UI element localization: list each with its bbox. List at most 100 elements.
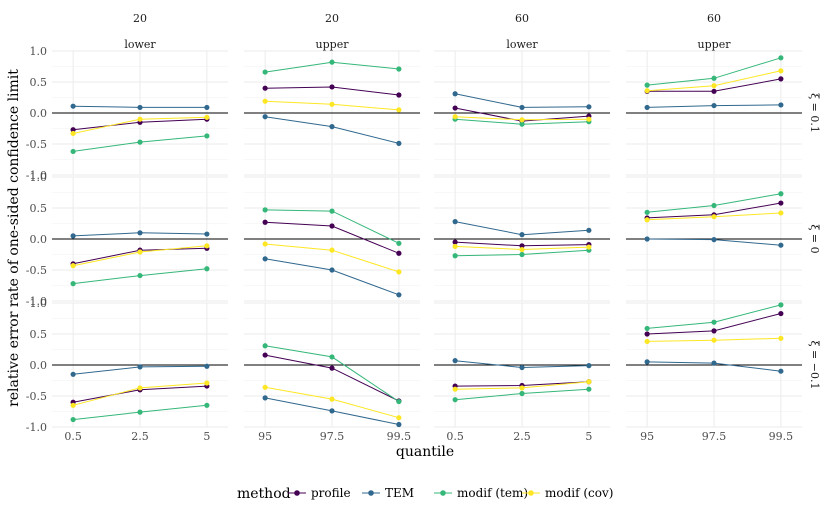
data-point (396, 415, 402, 421)
data-point (711, 75, 717, 81)
y-tick-label: 0.5 (30, 202, 48, 215)
data-point (262, 241, 268, 247)
y-tick-label: 0.0 (30, 233, 48, 246)
data-point (586, 244, 592, 250)
facet-strips: 20 lower 20 upper 60 lower 60 upper ξ = 0.1 ξ = 0… (124, 12, 821, 389)
data-point (452, 105, 458, 111)
col-strip-n: 60 (707, 12, 721, 25)
col-strip-side: lower (506, 38, 538, 51)
data-point (262, 207, 268, 213)
data-point (519, 385, 525, 391)
legend-entry-label: profile (311, 486, 351, 500)
y-axes: 1.00.50.0-0.5-1.01.00.50.0-0.5-1.01.00.5… (26, 45, 47, 434)
data-point (452, 91, 458, 97)
data-point (262, 256, 268, 262)
data-point (262, 85, 268, 91)
data-point (329, 354, 335, 360)
data-point (262, 98, 268, 104)
data-point (778, 200, 784, 206)
data-point (204, 231, 210, 237)
data-point (70, 130, 76, 137)
data-point (70, 127, 76, 133)
data-point (204, 243, 210, 249)
data-point (452, 253, 458, 259)
data-point (396, 92, 402, 98)
data-point (644, 338, 650, 345)
row-strip-label: ξ = −0.1 (808, 341, 821, 390)
y-tick-label: 1.0 (30, 171, 48, 184)
y-tick-label: 0.5 (30, 76, 48, 89)
data-point (778, 310, 784, 317)
col-strip-n: 20 (325, 12, 339, 25)
data-point (204, 133, 210, 139)
data-point (70, 371, 76, 377)
data-point (204, 104, 210, 111)
data-point (778, 210, 784, 216)
data-point (137, 230, 143, 236)
y-axis-title: relative error rate of one-sided confide… (6, 69, 22, 407)
row-strip-label: ξ = 0.1 (808, 93, 821, 133)
y-tick-label: -0.5 (26, 138, 47, 151)
data-point (778, 102, 784, 108)
data-point (137, 104, 143, 111)
data-point (519, 246, 525, 253)
panel-r2-c3 (434, 176, 610, 302)
data-point (262, 219, 268, 225)
data-point (262, 352, 268, 358)
data-point (204, 380, 210, 386)
col-strip-side: upper (698, 38, 732, 51)
x-tick-label: 5 (203, 430, 210, 443)
data-point (644, 217, 650, 223)
data-point (644, 209, 650, 215)
x-tick-label: 95 (640, 430, 654, 443)
data-point (396, 250, 402, 256)
data-point (711, 237, 717, 243)
data-point (778, 302, 784, 308)
data-point (70, 233, 76, 239)
data-point (519, 232, 525, 238)
data-point (70, 281, 76, 287)
data-point (452, 114, 458, 120)
data-point (778, 242, 784, 248)
panel-r1-c3 (434, 50, 610, 176)
data-point (204, 266, 210, 272)
data-point (644, 325, 650, 332)
y-tick-label: -0.5 (26, 390, 47, 403)
data-point (396, 421, 402, 428)
data-point (204, 363, 210, 369)
data-point (644, 236, 650, 242)
y-tick-label: 0.0 (30, 107, 48, 120)
data-point (137, 139, 143, 145)
panel-r1-c2 (244, 50, 420, 176)
y-tick-label: 1.0 (30, 297, 48, 310)
panel-r1-c4 (626, 50, 802, 176)
panel-r3-c2 (244, 302, 420, 428)
x-axis-title: quantile (396, 444, 454, 460)
data-point (711, 328, 717, 334)
data-point (329, 223, 335, 229)
legend-key-point (294, 490, 300, 496)
data-point (262, 343, 268, 349)
data-point (452, 386, 458, 392)
data-point (396, 398, 402, 405)
data-point (396, 240, 402, 246)
data-point (711, 319, 717, 325)
facet-panels (52, 50, 802, 428)
data-point (711, 202, 717, 209)
data-point (70, 263, 76, 269)
data-point (644, 331, 650, 337)
data-point (137, 249, 143, 255)
data-point (711, 102, 717, 109)
data-point (778, 55, 784, 61)
y-tick-label: -1.0 (26, 295, 47, 308)
data-point (452, 358, 458, 364)
data-point (204, 402, 210, 408)
x-tick-label: 99.5 (387, 430, 412, 443)
data-point (452, 219, 458, 225)
data-point (396, 269, 402, 275)
data-point (262, 69, 268, 75)
data-point (262, 114, 268, 120)
data-point (137, 364, 143, 370)
data-point (711, 88, 717, 94)
legend: method profile TEM modif (tem) modif (cov) (237, 486, 613, 502)
